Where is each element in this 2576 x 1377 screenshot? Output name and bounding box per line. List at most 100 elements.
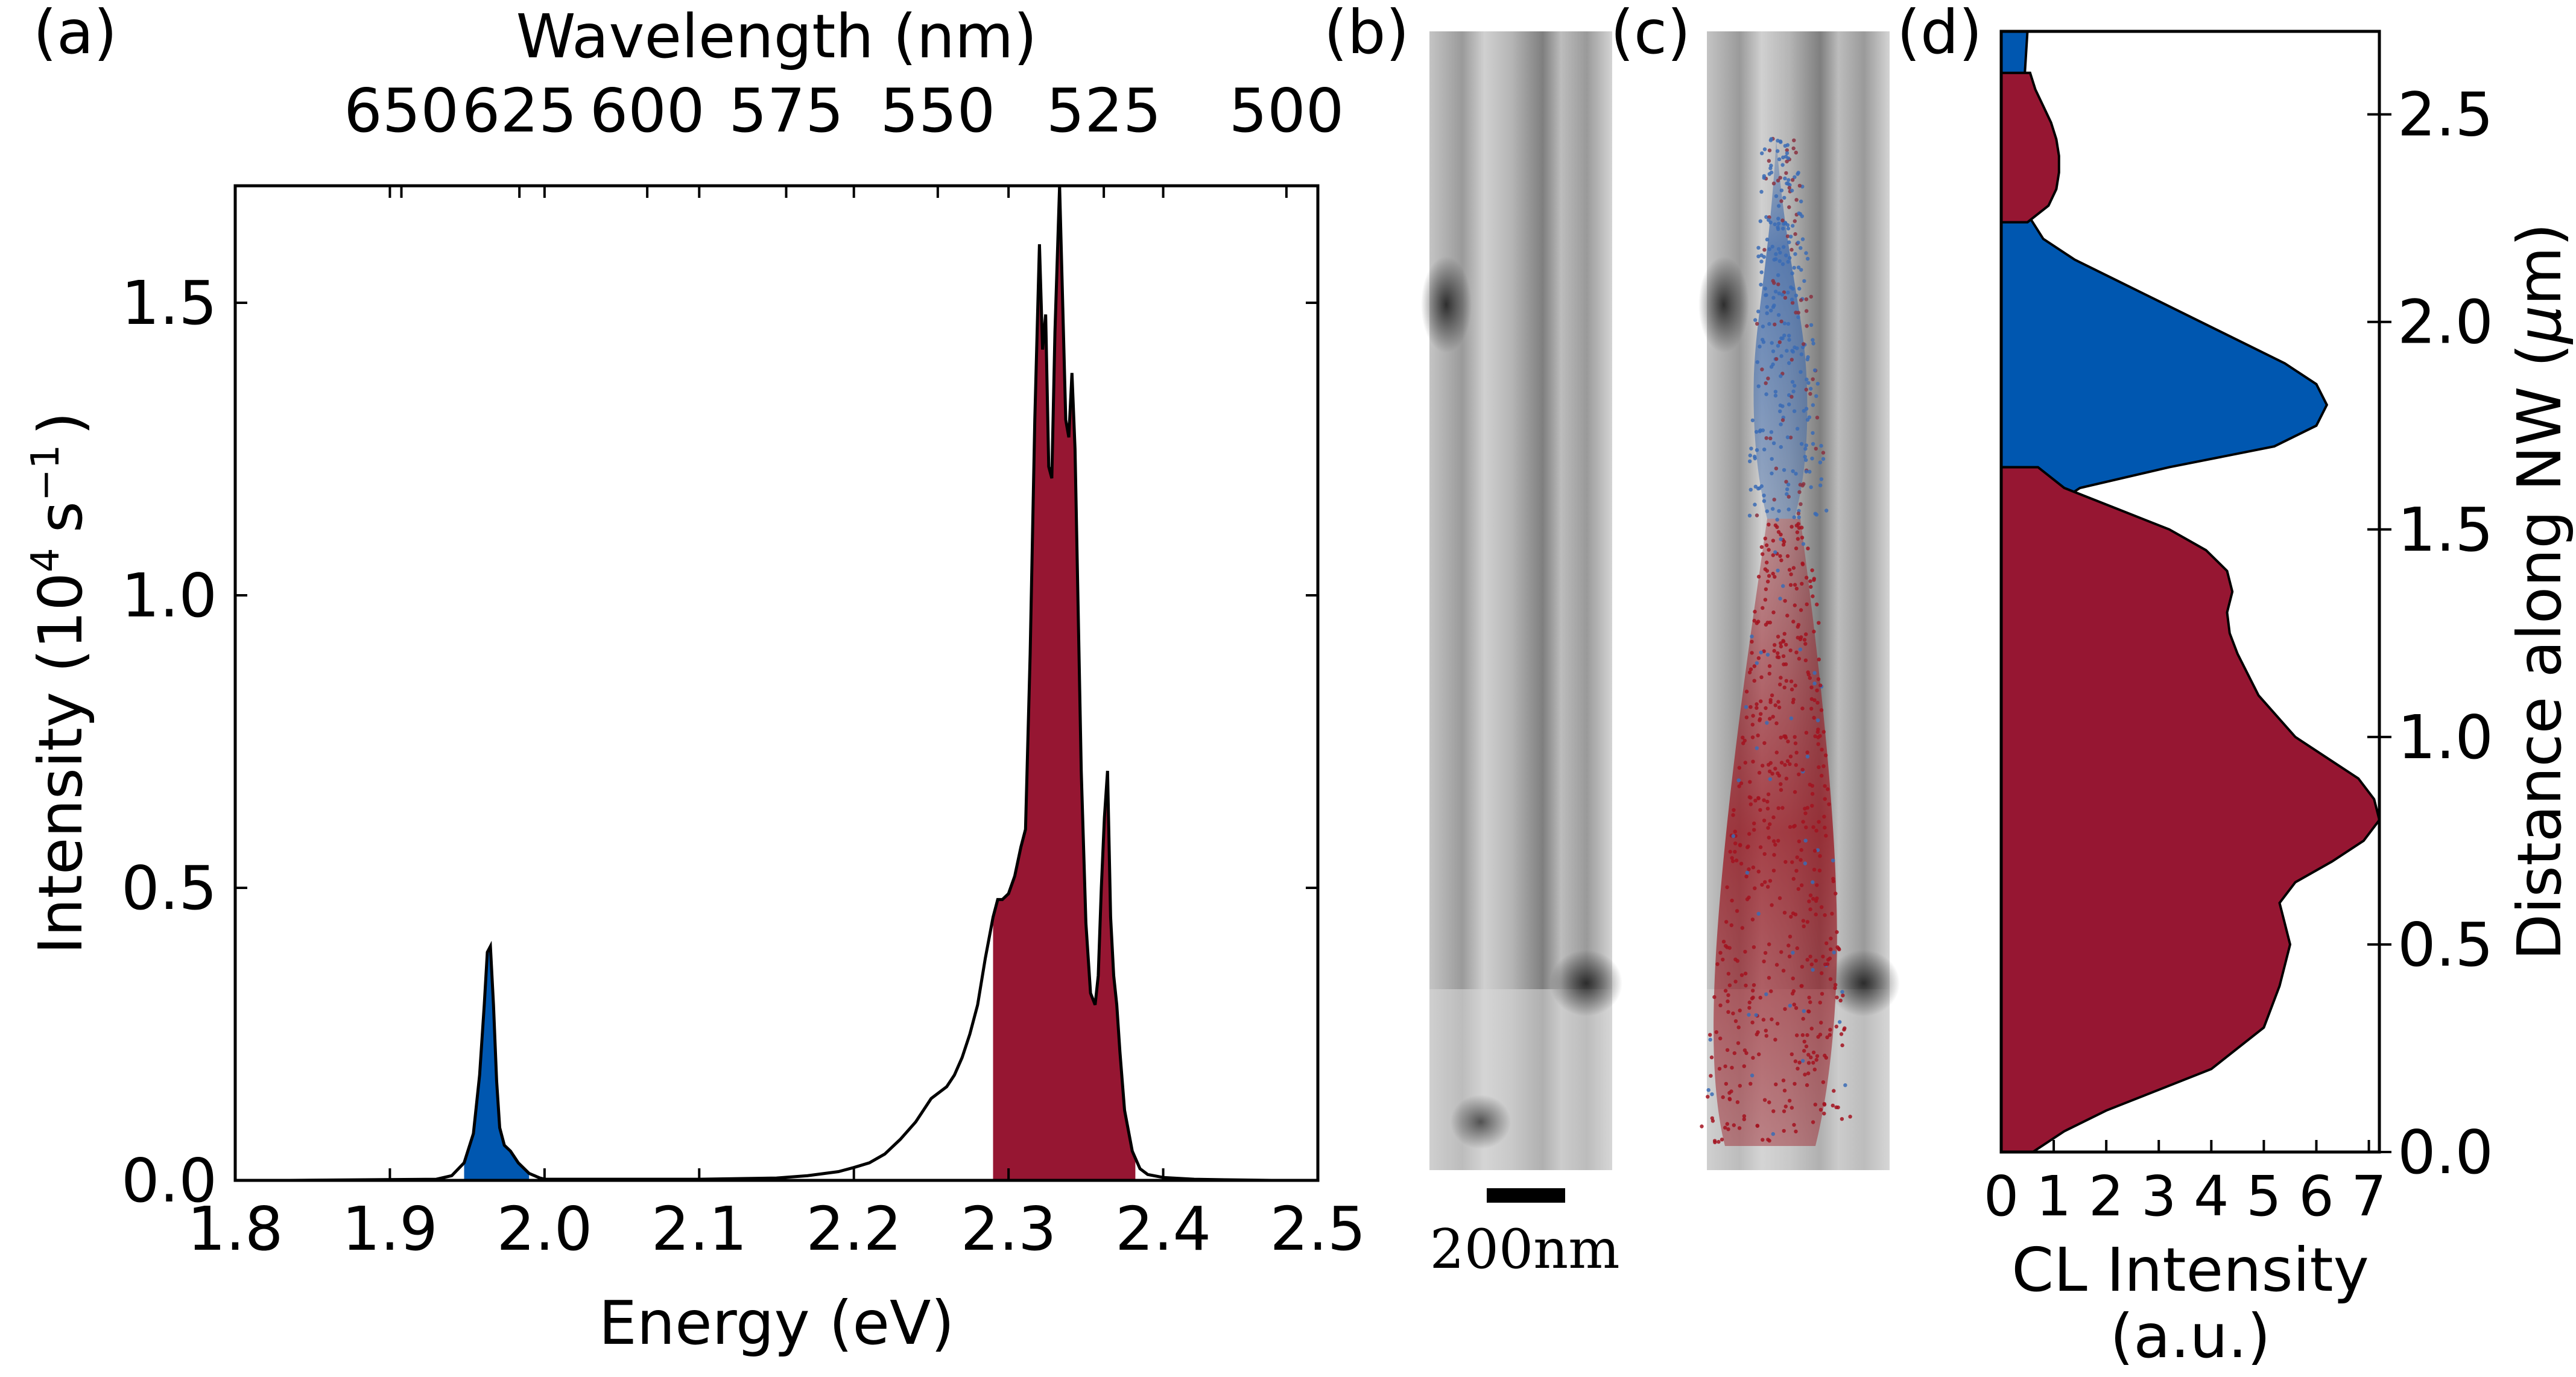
cl-scatter-point: [1779, 445, 1783, 449]
cl-scatter-point: [1816, 727, 1820, 732]
wavelength-axis-label: Wavelength (nm): [516, 1, 1037, 72]
cl-scatter-point: [1831, 879, 1835, 884]
cl-scatter-point: [1799, 848, 1803, 852]
cl-scatter-point: [1744, 705, 1748, 709]
cl-profile-fills: [2000, 30, 2381, 1153]
cl-scatter-point: [1790, 380, 1795, 384]
cl-scatter-point: [1810, 792, 1815, 796]
cl-scatter-point: [1808, 391, 1812, 396]
cl-scatter-point: [1779, 761, 1784, 765]
cl-scatter-point: [1834, 1024, 1838, 1029]
red-cl-profile: [2000, 466, 2381, 1153]
cl-scatter-point: [1787, 338, 1791, 342]
cl-scatter-point: [1806, 1061, 1811, 1065]
cl-scatter-point: [1794, 650, 1799, 654]
cl-scatter-point: [1780, 262, 1785, 267]
cl-scatter-point: [1794, 750, 1799, 755]
cl-scatter-point: [1809, 1027, 1814, 1031]
cl-scatter-point: [1765, 509, 1769, 513]
cl-scatter-point: [1756, 796, 1761, 800]
cl-scatter-point: [1794, 869, 1799, 873]
cl-scatter-point: [1726, 1127, 1730, 1132]
cl-scatter-point: [1790, 297, 1794, 302]
cl-scatter-point: [1759, 189, 1764, 194]
cl-scatter-point: [1771, 1109, 1776, 1113]
cl-scatter-point: [1750, 735, 1755, 739]
cl-scatter-point: [1791, 566, 1796, 570]
cl-scatter-point: [1784, 679, 1788, 683]
cl-scatter-point: [1824, 941, 1829, 946]
cl-scatter-point: [1830, 911, 1834, 916]
energy-tick-label: 2.5: [1270, 1194, 1366, 1264]
cl-scatter-point: [1791, 911, 1796, 916]
cl-scatter-point: [1758, 428, 1762, 432]
cl-scatter-point: [1749, 446, 1753, 451]
cl-scatter-point: [1793, 1081, 1797, 1086]
cl-scatter-point: [1794, 150, 1798, 155]
cl-scatter-point: [1782, 1109, 1786, 1113]
cl-scatter-point: [1799, 608, 1803, 612]
cl-scatter-point: [1775, 1022, 1780, 1026]
cl-scatter-point: [1755, 448, 1759, 452]
energy-tick-label: 2.2: [806, 1194, 902, 1264]
cl-scatter-point: [1801, 1016, 1805, 1021]
cl-scatter-point: [1762, 493, 1766, 498]
cl-scatter-point: [1793, 232, 1797, 236]
cl-scatter-point: [1781, 639, 1785, 643]
cl-scatter-point: [1790, 247, 1794, 252]
cl-scatter-point: [1817, 621, 1821, 625]
cl-scatter-point: [1809, 1055, 1813, 1060]
cl-scatter-point: [1765, 560, 1769, 565]
cl-scatter-point: [1783, 1007, 1787, 1011]
cl-scatter-point: [1764, 293, 1768, 297]
cl-scatter-point: [1743, 761, 1747, 765]
cl-scatter-point: [1779, 336, 1783, 340]
cl-scatter-point: [1788, 583, 1793, 587]
cl-scatter-point: [1767, 548, 1771, 552]
cl-scatter-point: [1787, 334, 1791, 338]
cl-scatter-point: [1823, 1053, 1827, 1058]
cl-scatter-point: [1732, 808, 1736, 812]
cl-scatter-point: [1811, 825, 1815, 829]
cl-scatter-point: [1771, 815, 1776, 820]
cl-scatter-point: [1795, 855, 1799, 859]
cl-scatter-point: [1764, 706, 1768, 711]
cl-scatter-point: [1790, 271, 1794, 276]
cl-scatter-point: [1779, 537, 1783, 542]
cl-scatter-point: [1762, 852, 1767, 856]
cl-scatter-point: [1809, 323, 1814, 328]
cl-scatter-point: [1786, 321, 1791, 326]
cl-scatter-point: [1814, 513, 1819, 517]
cl-scatter-point: [1742, 1048, 1747, 1053]
cl-scatter-point: [1721, 940, 1726, 944]
cl-scatter-point: [1750, 639, 1754, 644]
cl-scatter-point: [1813, 734, 1817, 738]
cl-scatter-point: [1730, 859, 1735, 864]
cl-scatter-point: [1758, 219, 1762, 223]
spectrum-chart: 1.8 1.9 2.0 2.1 2.2 2.3 2.4 2.5 0.0 0.5 1.0 1.5 65…: [24, 1, 1366, 1358]
cl-scatter-point: [1774, 750, 1779, 755]
cl-scatter-point: [1802, 1009, 1806, 1013]
cl-scatter-point: [1808, 907, 1812, 911]
cl-scatter-point: [1792, 515, 1796, 519]
cl-scatter-point: [1764, 622, 1768, 627]
cl-scatter-point: [1768, 777, 1773, 782]
cl-scatter-point: [1764, 1034, 1768, 1038]
cl-scatter-point: [1781, 226, 1785, 231]
cl-scatter-point: [1750, 651, 1754, 655]
cl-scatter-point: [1820, 971, 1824, 975]
cl-scatter-point: [1773, 843, 1777, 847]
blue-peak-fill: [464, 946, 530, 1180]
cl-scatter-point: [1809, 294, 1813, 299]
cl-scatter-point: [1794, 546, 1799, 551]
cl-scatter-point: [1758, 717, 1762, 721]
energy-tick-label: 2.3: [961, 1194, 1057, 1264]
cl-scatter-point: [1744, 1051, 1748, 1056]
sem-dark-spot: [1421, 256, 1472, 353]
cl-scatter-point: [1767, 247, 1771, 252]
cl-scatter-point: [1767, 835, 1771, 840]
cl-intensity-tick-label: 5: [2246, 1164, 2282, 1229]
intensity-axis-label-exp: 4: [24, 548, 68, 572]
cl-scatter-point: [1764, 436, 1768, 440]
cl-scatter-point: [1771, 839, 1776, 843]
